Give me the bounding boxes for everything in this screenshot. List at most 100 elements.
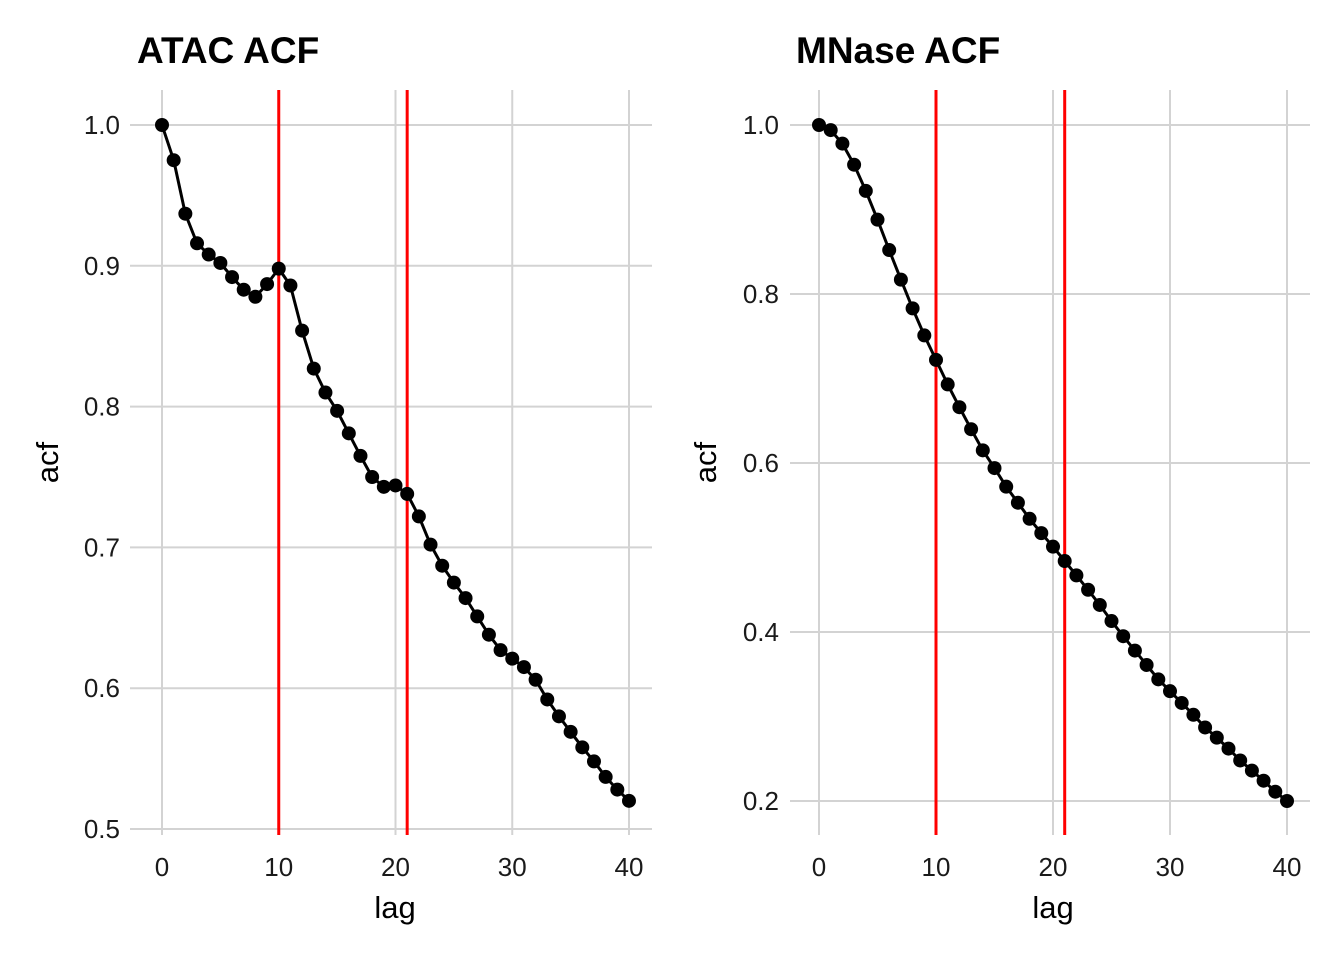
x-tick-label: 20 (1039, 852, 1068, 882)
data-point (318, 385, 333, 400)
data-point (1046, 539, 1060, 554)
data-point (236, 282, 251, 297)
data-point (248, 289, 263, 304)
data-point (470, 609, 485, 624)
data-point (376, 479, 391, 494)
y-tick-label: 0.2 (743, 786, 779, 816)
data-point (551, 709, 566, 724)
data-point (1221, 741, 1236, 756)
data-point (1139, 657, 1154, 672)
data-point (975, 443, 990, 458)
y-axis-label: acf (30, 441, 65, 483)
data-point (388, 478, 403, 493)
data-point (1174, 695, 1189, 710)
data-point (283, 278, 298, 293)
chart-title: MNase ACF (796, 30, 1000, 71)
data-point (964, 422, 979, 437)
data-point (575, 740, 590, 755)
data-point (295, 323, 310, 338)
data-point (201, 247, 216, 262)
data-point (929, 352, 943, 367)
x-tick-label: 20 (381, 852, 410, 882)
data-point (952, 400, 967, 415)
data-point (586, 754, 601, 769)
x-tick-label: 30 (1156, 852, 1185, 882)
data-point (1163, 684, 1177, 699)
x-tick-label: 0 (812, 852, 826, 882)
data-point (306, 361, 321, 376)
data-point (213, 255, 228, 270)
data-point (493, 643, 508, 658)
data-point (1081, 582, 1096, 597)
data-point (1209, 730, 1224, 745)
data-point (917, 328, 932, 343)
x-axis-label: lag (374, 890, 415, 925)
x-tick-label: 40 (615, 852, 644, 882)
data-point (1268, 784, 1283, 799)
panel-atac: 0.5 0.6 0.7 0.8 0.9 1.0 0 10 20 30 40 ATAC ACF lag ac… (30, 30, 652, 925)
y-tick-label: 1.0 (743, 110, 779, 140)
data-point (1034, 526, 1049, 541)
y-tick-label: 0.6 (84, 673, 120, 703)
data-point (905, 301, 920, 316)
data-point (341, 426, 356, 441)
x-tick-label: 10 (264, 852, 293, 882)
data-point (435, 558, 450, 573)
data-point (423, 537, 438, 552)
data-point (882, 243, 897, 258)
x-tick-label: 10 (922, 852, 951, 882)
data-point (178, 206, 193, 221)
data-point (835, 136, 850, 151)
x-tick-label: 0 (155, 852, 169, 882)
data-point (166, 153, 181, 168)
y-axis-label: acf (688, 441, 723, 483)
y-tick-label: 0.8 (84, 392, 120, 422)
y-tick-label: 0.6 (743, 448, 779, 478)
data-point (1057, 554, 1072, 569)
data-point (1069, 568, 1084, 583)
data-point (1116, 629, 1131, 644)
data-point (999, 479, 1014, 494)
data-point (823, 123, 838, 138)
y-tick-label: 0.5 (84, 814, 120, 844)
y-tick-label: 0.7 (84, 532, 120, 562)
data-point (1244, 763, 1259, 778)
x-tick-label: 30 (498, 852, 527, 882)
data-point (528, 672, 543, 687)
data-point (1092, 597, 1107, 612)
data-point (505, 651, 520, 666)
data-point (365, 470, 380, 484)
y-tick-label: 0.9 (84, 251, 120, 281)
y-tick-label: 0.4 (743, 617, 779, 647)
chart-title: ATAC ACF (137, 30, 319, 71)
data-point (260, 277, 275, 292)
data-point (1256, 773, 1271, 788)
data-point (847, 157, 862, 172)
data-point (540, 692, 555, 707)
x-axis-label: lag (1032, 890, 1073, 925)
data-point (893, 272, 908, 287)
data-point (1127, 643, 1142, 658)
data-point (411, 509, 426, 524)
data-point (598, 769, 613, 784)
data-point (870, 212, 885, 227)
data-point (446, 575, 461, 590)
data-point (516, 660, 531, 675)
data-point (1198, 720, 1213, 735)
data-point (940, 377, 955, 392)
data-point (190, 236, 205, 251)
data-point (1010, 495, 1025, 510)
data-point (610, 782, 625, 797)
data-point (271, 261, 286, 276)
data-point (400, 486, 415, 501)
y-tick-label: 0.8 (743, 279, 779, 309)
data-point (812, 118, 826, 132)
data-point (330, 403, 345, 418)
data-point (622, 793, 636, 808)
data-point (563, 724, 578, 739)
data-point (1280, 794, 1294, 808)
data-point (1022, 511, 1037, 526)
data-point (987, 461, 1002, 476)
data-point (155, 118, 169, 132)
